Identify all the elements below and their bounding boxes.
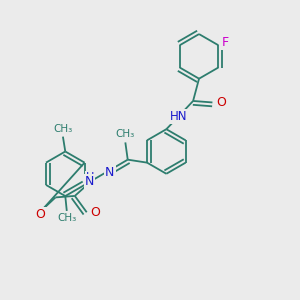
Text: O: O <box>216 96 226 109</box>
Text: H: H <box>85 172 94 182</box>
Text: N: N <box>85 176 94 188</box>
Text: O: O <box>36 208 46 221</box>
Text: CH₃: CH₃ <box>116 129 135 139</box>
Text: CH₃: CH₃ <box>53 124 73 134</box>
Text: CH₃: CH₃ <box>57 213 76 224</box>
Text: F: F <box>222 36 229 50</box>
Text: HN: HN <box>169 110 187 123</box>
Text: N: N <box>105 166 115 179</box>
Text: O: O <box>90 206 100 219</box>
